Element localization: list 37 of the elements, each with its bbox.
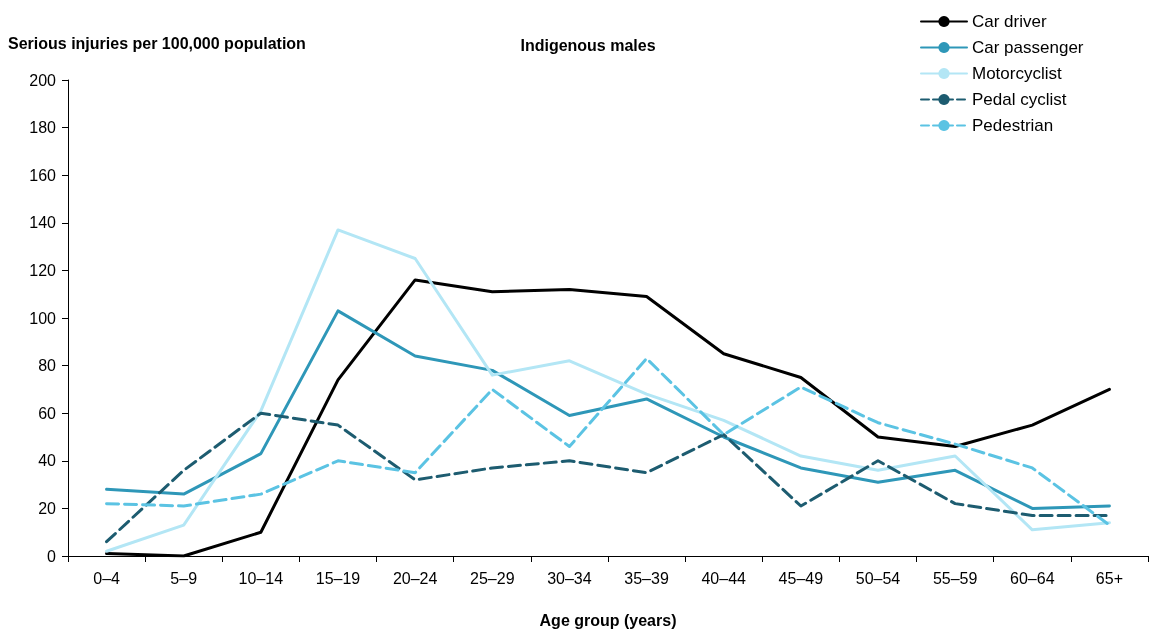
y-tick-label: 80 <box>38 357 57 375</box>
chart-title: Indigenous males <box>520 36 656 54</box>
x-tick-label: 30–34 <box>547 569 592 587</box>
y-tick-label: 140 <box>29 214 57 232</box>
line-series <box>105 228 1111 553</box>
legend-label: Pedal cyclist <box>972 90 1067 109</box>
y-tick-label: 40 <box>38 452 57 470</box>
legend-label: Car driver <box>972 12 1047 31</box>
y-axis-title: Serious injuries per 100,000 population <box>8 34 306 52</box>
legend-label: Pedestrian <box>972 116 1054 135</box>
x-tick-label: 35–39 <box>624 569 669 587</box>
legend-label: Car passenger <box>972 38 1084 57</box>
x-tick-label: 45–49 <box>778 569 824 587</box>
x-tick-label: 40–44 <box>701 569 747 587</box>
x-tick-label: 5–9 <box>170 569 198 587</box>
x-tick-label: 60–64 <box>1010 569 1055 587</box>
y-tick-label: 100 <box>29 309 57 327</box>
x-tick-label: 25–29 <box>470 569 515 587</box>
y-tick-label: 160 <box>29 166 57 184</box>
x-axis-title: Age group (years) <box>539 611 677 629</box>
line-series <box>105 356 1111 527</box>
line-series <box>105 309 1111 510</box>
y-tick-label: 20 <box>38 499 57 517</box>
line-series <box>105 411 1111 544</box>
x-tick-label: 0–4 <box>93 569 121 587</box>
x-tick-label: 20–24 <box>392 569 438 587</box>
y-tick-label: 120 <box>29 261 57 279</box>
legend-label: Motorcyclist <box>972 64 1063 83</box>
y-tick-label: 180 <box>29 119 57 137</box>
x-tick-label: 50–54 <box>855 569 901 587</box>
x-tick-label: 55–59 <box>932 569 978 587</box>
y-tick-label: 0 <box>47 547 57 565</box>
y-tick-label: 60 <box>38 404 57 422</box>
x-tick-label: 15–19 <box>315 569 361 587</box>
x-tick-label: 10–14 <box>238 569 284 587</box>
y-tick-label: 200 <box>29 71 57 89</box>
x-tick-label: 65+ <box>1095 569 1123 587</box>
